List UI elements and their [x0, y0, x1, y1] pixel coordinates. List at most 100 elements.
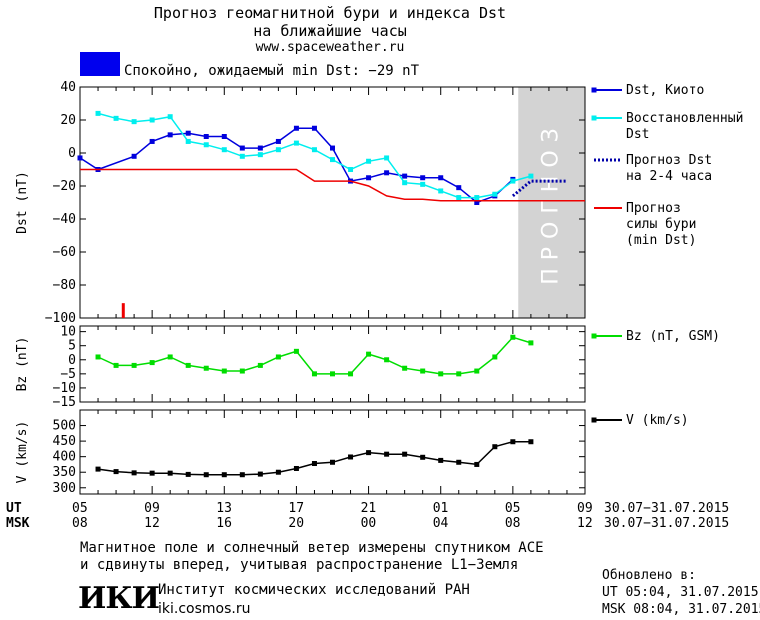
y-tick-label: 0: [68, 353, 76, 368]
data-point: [438, 188, 444, 194]
data-point: [456, 371, 462, 377]
institute-name: Институт космических исследований РАН: [158, 582, 470, 598]
data-point: [275, 354, 281, 360]
ut-tick-label: 01: [432, 501, 449, 516]
ut-tick-label: 17: [288, 501, 305, 516]
data-point: [474, 195, 480, 201]
data-point: [330, 145, 335, 151]
y-tick-label: 300: [53, 481, 76, 496]
data-point: [203, 142, 209, 148]
data-point: [348, 371, 354, 377]
y-tick-label: 5: [68, 339, 76, 354]
series-line-1: [97, 440, 531, 476]
data-point: [510, 178, 516, 184]
data-point: [149, 138, 155, 144]
data-point: [384, 357, 390, 363]
institute-url[interactable]: iki.cosmos.ru: [158, 601, 251, 617]
data-point: [528, 173, 534, 179]
data-point: [420, 175, 426, 181]
legend-label: Bz (nT, GSM): [626, 329, 720, 344]
data-point: [293, 140, 299, 146]
data-point: [221, 134, 227, 139]
data-point: [185, 471, 191, 477]
data-point: [456, 459, 462, 465]
series-line-3: [511, 179, 567, 198]
data-point: [275, 469, 281, 475]
y-axis-label: Dst (nT): [15, 171, 30, 234]
data-point: [402, 180, 408, 186]
msk-tick-label: 20: [288, 516, 305, 531]
chart-subtitle: на ближайшие часы: [253, 22, 407, 40]
status-text: Спокойно, ожидаемый min Dst: −29 nT: [124, 63, 420, 79]
data-point: [239, 472, 245, 478]
legend-label: Прогноз Dst: [626, 153, 712, 168]
measurement-note-line1: Магнитное поле и солнечный ветер измерен…: [80, 540, 544, 556]
legend-label: Восстановленный: [626, 111, 743, 126]
data-point: [167, 132, 173, 138]
y-tick-label: 0: [68, 146, 76, 161]
data-point: [366, 175, 372, 181]
data-point: [366, 351, 372, 357]
data-point: [239, 153, 245, 159]
y-tick-label: −80: [53, 278, 76, 293]
data-point: [420, 368, 426, 374]
data-point: [131, 153, 137, 159]
data-point: [221, 472, 227, 478]
legend-label: (min Dst): [626, 233, 696, 248]
data-point: [474, 200, 480, 205]
y-tick-label: 10: [60, 325, 76, 340]
y-tick-label: 350: [53, 465, 76, 480]
legend-label: силы бури: [626, 217, 696, 232]
series-line-4: [80, 168, 585, 202]
data-point: [456, 185, 462, 191]
data-point: [438, 371, 444, 377]
msk-date-range: 30.07−31.07.2015: [604, 516, 730, 531]
data-point: [474, 368, 480, 374]
y-tick-label: 500: [53, 419, 76, 434]
y-tick-label: −100: [45, 311, 76, 326]
y-tick-label: −10: [53, 381, 76, 396]
data-point: [528, 340, 534, 346]
data-point: [203, 365, 209, 371]
data-point: [311, 125, 317, 131]
y-tick-label: −5: [60, 367, 76, 382]
data-point: [492, 191, 498, 197]
data-point: [293, 465, 299, 471]
ut-tick-label: 13: [216, 501, 232, 516]
data-point: [221, 147, 227, 153]
data-point: [95, 466, 101, 472]
y-axis-label: V (km/s): [15, 421, 30, 484]
legend-label: V (km/s): [626, 413, 689, 428]
data-point: [149, 470, 155, 476]
data-point: [348, 454, 354, 460]
data-point: [257, 471, 263, 477]
data-point: [95, 354, 101, 360]
data-point: [293, 348, 299, 354]
data-point: [221, 368, 227, 374]
data-point: [311, 147, 317, 153]
data-point: [330, 157, 335, 163]
forecast-region: [518, 87, 585, 318]
data-point: [366, 158, 372, 164]
ut-tick-label: 05: [72, 501, 88, 516]
data-point: [492, 354, 498, 360]
data-point: [131, 119, 137, 125]
data-point: [257, 152, 263, 158]
msk-tick-label: 16: [216, 516, 232, 531]
msk-tick-label: 04: [432, 516, 449, 531]
ut-tick-label: 21: [360, 501, 377, 516]
panel-frame: [79, 325, 586, 403]
data-point: [185, 138, 191, 144]
data-point: [167, 354, 173, 360]
data-point: [113, 469, 119, 475]
data-point: [366, 450, 372, 456]
ut-tick-label: 09: [144, 501, 160, 516]
data-point: [492, 444, 498, 450]
data-point: [348, 167, 354, 172]
updated-ut: UT 05:04, 31.07.2015: [602, 585, 759, 600]
data-point: [456, 195, 462, 201]
data-point: [131, 470, 137, 476]
website-label: www.spaceweather.ru: [255, 40, 405, 55]
